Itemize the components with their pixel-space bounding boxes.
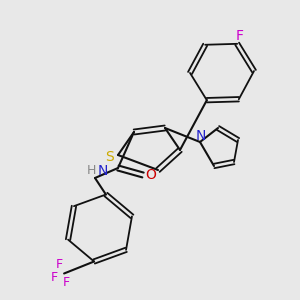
Text: S: S: [105, 150, 113, 164]
Text: H: H: [86, 164, 96, 178]
Text: F: F: [50, 271, 58, 284]
Text: F: F: [62, 276, 70, 289]
Text: N: N: [196, 129, 206, 143]
Text: F: F: [56, 258, 63, 271]
Text: N: N: [98, 164, 108, 178]
Text: O: O: [146, 168, 156, 182]
Text: F: F: [235, 29, 243, 43]
